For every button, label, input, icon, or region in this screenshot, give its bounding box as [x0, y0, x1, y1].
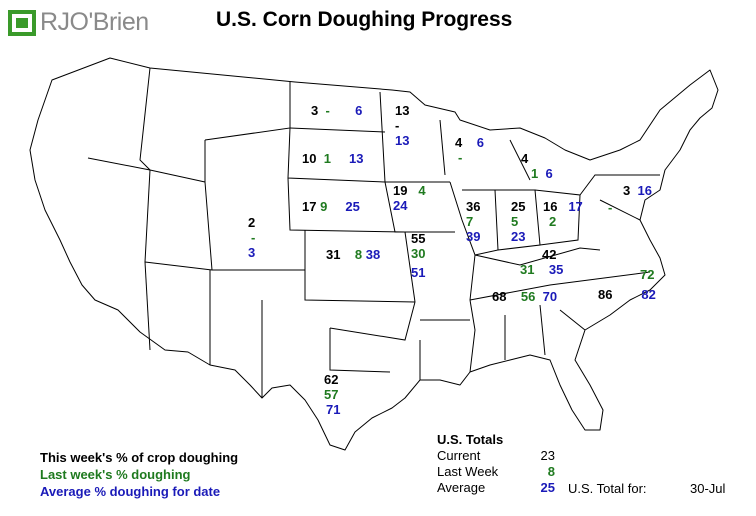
- state-label-mi: 4 1 6: [521, 151, 553, 181]
- nc-current: 86: [598, 287, 612, 302]
- tx-current: 62: [324, 372, 340, 387]
- tx-avg: 71: [324, 402, 340, 417]
- totals-header: U.S. Totals: [437, 432, 747, 448]
- mn-current: 13: [395, 103, 409, 118]
- oh-last: 2: [543, 214, 583, 229]
- legend-last: Last week's % doughing: [40, 466, 238, 483]
- legend-current: This week's % of crop doughing: [40, 449, 238, 466]
- mn-last: -: [395, 118, 409, 133]
- il-current: 36: [466, 199, 480, 214]
- totals-current-value: 23: [541, 448, 555, 464]
- total-for-date: 30-Jul: [690, 481, 725, 496]
- ia-avg: 24: [393, 198, 426, 213]
- ne-last: 9: [320, 199, 327, 214]
- oh-avg: 17: [568, 199, 582, 214]
- oh-current: 16: [543, 199, 557, 214]
- wi-current: 4: [455, 135, 462, 150]
- state-label-wi: 4 6 -: [455, 135, 484, 165]
- totals-row-last: Last Week 8: [437, 464, 747, 480]
- co-avg: 3: [248, 245, 255, 260]
- totals-row-current: Current 23: [437, 448, 747, 464]
- state-label-tx: 62 57 71: [324, 372, 340, 417]
- mo-last: 30: [411, 246, 425, 261]
- state-label-il: 36 7 39: [466, 199, 480, 244]
- state-label-tn: 68 56 70: [492, 289, 557, 304]
- mi-last: 1: [531, 166, 538, 181]
- nc-avg: 82: [641, 287, 655, 302]
- ia-current: 19: [393, 183, 407, 198]
- ia-last: 4: [418, 183, 425, 198]
- il-avg: 39: [466, 229, 480, 244]
- mi-current: 4: [521, 151, 553, 166]
- state-label-mn: 13 - 13: [395, 103, 409, 148]
- tn-current: 68: [492, 289, 506, 304]
- state-label-oh: 16 17 2: [543, 199, 583, 229]
- state-label-pa: 3 16 -: [608, 183, 652, 215]
- state-label-nc: 72 86 82: [598, 267, 656, 302]
- nd-last: -: [325, 103, 329, 118]
- in-current: 25: [511, 199, 525, 214]
- sd-last: 1: [324, 151, 331, 166]
- ky-avg: 35: [549, 262, 563, 277]
- pa-avg: 16: [637, 183, 651, 198]
- legend-avg: Average % doughing for date: [40, 483, 238, 500]
- tx-last: 57: [324, 387, 340, 402]
- total-for-label: U.S. Total for:: [568, 481, 647, 496]
- ks-current: 31: [326, 247, 340, 262]
- pa-current: 3: [623, 183, 630, 198]
- state-label-ks: 31 8 38: [326, 247, 380, 262]
- totals-current-label: Current: [437, 448, 480, 464]
- state-label-in: 25 5 23: [511, 199, 525, 244]
- state-label-ia: 19 4 24: [393, 183, 426, 213]
- wi-avg: 6: [477, 135, 484, 150]
- sd-avg: 13: [349, 151, 363, 166]
- ks-last: 8: [355, 247, 362, 262]
- mo-current: 55: [411, 231, 425, 246]
- totals-avg-label: Average: [437, 480, 485, 496]
- nd-current: 3: [311, 103, 318, 118]
- ne-current: 17: [302, 199, 316, 214]
- ky-last: 31: [520, 262, 534, 277]
- co-last: -: [248, 230, 255, 245]
- state-label-co: 2 - 3: [248, 215, 255, 260]
- state-label-nd: 3 - 6: [311, 103, 362, 118]
- in-avg: 23: [511, 229, 525, 244]
- state-label-ne: 17 9 25: [302, 199, 360, 214]
- wi-last: -: [455, 150, 484, 165]
- state-label-ky: 42 31 35: [520, 247, 563, 277]
- totals-last-label: Last Week: [437, 464, 498, 480]
- tn-avg: 70: [543, 289, 557, 304]
- ky-current: 42: [520, 247, 563, 262]
- il-last: 7: [466, 214, 480, 229]
- mn-avg: 13: [395, 133, 409, 148]
- mo-avg: 51: [411, 261, 425, 280]
- co-current: 2: [248, 215, 255, 230]
- totals-last-value: 8: [548, 464, 555, 480]
- sd-current: 10: [302, 151, 316, 166]
- totals-avg-value: 25: [541, 480, 555, 496]
- nd-avg: 6: [355, 103, 362, 118]
- pa-last: -: [608, 198, 652, 215]
- tn-last: 56: [521, 289, 535, 304]
- in-last: 5: [511, 214, 525, 229]
- ks-avg: 38: [366, 247, 380, 262]
- ne-avg: 25: [345, 199, 359, 214]
- state-label-mo: 55 30 51: [411, 231, 425, 280]
- mi-avg: 6: [545, 166, 552, 181]
- state-label-sd: 10 1 13: [302, 151, 363, 166]
- legend: This week's % of crop doughing Last week…: [40, 449, 238, 500]
- nc-last: 72: [598, 267, 656, 282]
